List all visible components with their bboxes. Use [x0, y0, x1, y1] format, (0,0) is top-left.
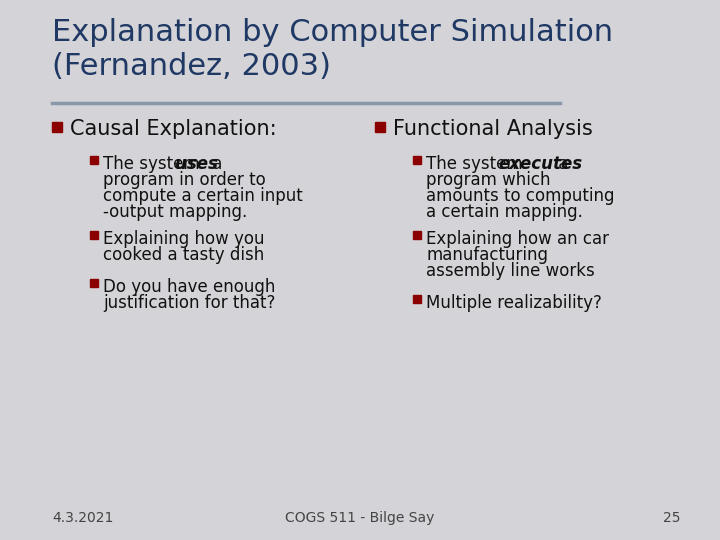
Bar: [413, 231, 421, 239]
Bar: [413, 295, 421, 303]
Text: assembly line works: assembly line works: [426, 262, 595, 280]
Text: a: a: [553, 155, 568, 173]
Text: a certain mapping.: a certain mapping.: [426, 203, 583, 221]
Bar: [413, 156, 421, 164]
Text: Explaining how you: Explaining how you: [103, 230, 264, 248]
Text: compute a certain input: compute a certain input: [103, 187, 302, 205]
Text: Functional Analysis: Functional Analysis: [393, 119, 593, 139]
Text: Do you have enough: Do you have enough: [103, 278, 275, 296]
Text: COGS 511 - Bilge Say: COGS 511 - Bilge Say: [285, 511, 435, 525]
Text: The system: The system: [426, 155, 528, 173]
Text: program which: program which: [426, 171, 551, 189]
Text: 4.3.2021: 4.3.2021: [52, 511, 113, 525]
Text: 25: 25: [662, 511, 680, 525]
Text: Multiple realizability?: Multiple realizability?: [426, 294, 602, 312]
Text: executes: executes: [498, 155, 582, 173]
Bar: [90, 231, 98, 239]
Bar: [90, 279, 98, 287]
Bar: [90, 156, 98, 164]
Text: The system: The system: [103, 155, 205, 173]
Text: amounts to computing: amounts to computing: [426, 187, 614, 205]
Text: cooked a tasty dish: cooked a tasty dish: [103, 246, 264, 264]
Text: justification for that?: justification for that?: [103, 294, 275, 312]
Text: Explaining how an car: Explaining how an car: [426, 230, 609, 248]
Text: uses: uses: [175, 155, 218, 173]
Bar: [375, 122, 385, 132]
Text: -output mapping.: -output mapping.: [103, 203, 247, 221]
Bar: [52, 122, 62, 132]
Text: (Fernandez, 2003): (Fernandez, 2003): [52, 52, 331, 81]
Text: program in order to: program in order to: [103, 171, 266, 189]
Text: a: a: [207, 155, 222, 173]
Text: Causal Explanation:: Causal Explanation:: [70, 119, 276, 139]
Text: manufacturing: manufacturing: [426, 246, 548, 264]
Text: Explanation by Computer Simulation: Explanation by Computer Simulation: [52, 18, 613, 47]
